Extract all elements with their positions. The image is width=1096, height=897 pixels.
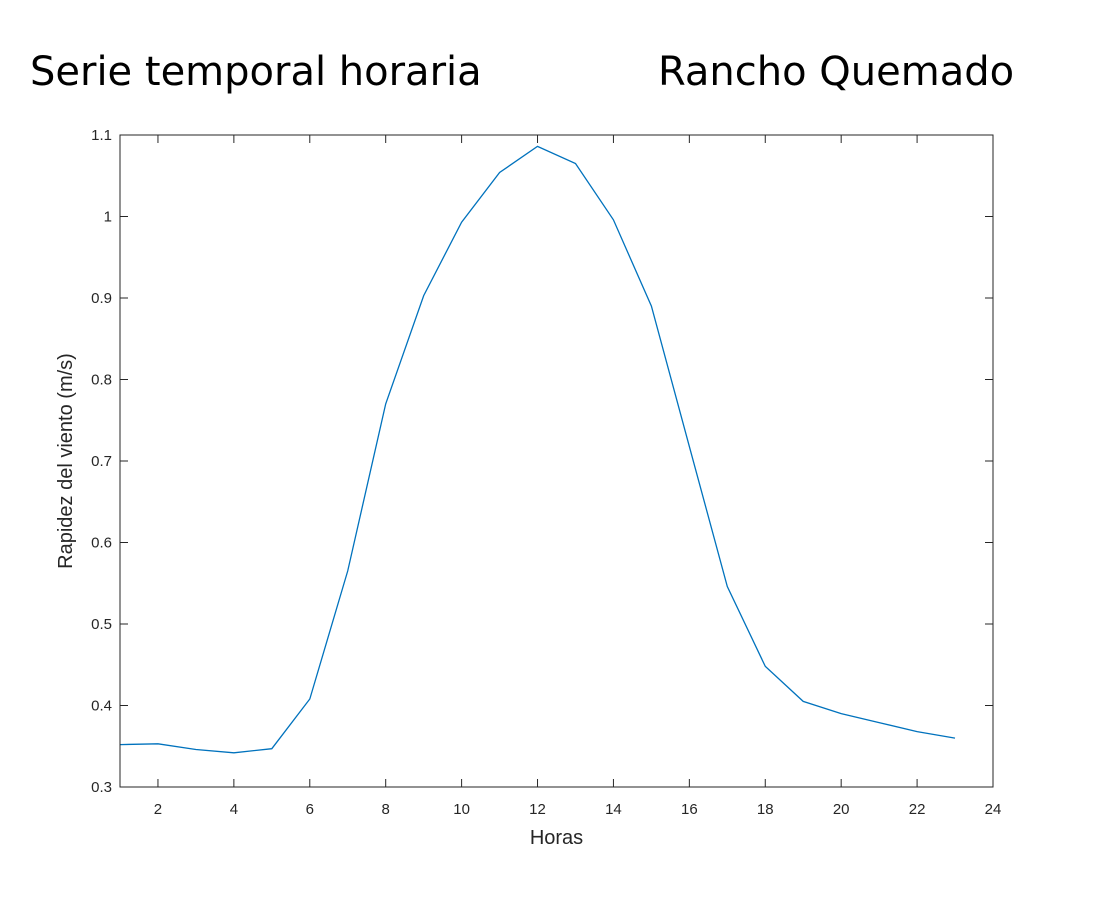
x-tick-label: 12	[529, 801, 546, 818]
x-tick-label: 8	[382, 801, 390, 818]
series-line	[119, 145, 956, 754]
x-tick-label: 18	[757, 801, 774, 818]
plot-area-box	[119, 134, 994, 788]
x-tick-label: 14	[605, 801, 622, 818]
x-tick-label: 24	[985, 801, 1002, 818]
figure-title-left: Serie temporal horaria	[30, 49, 482, 95]
axis-ticks	[120, 134, 994, 788]
y-tick-label: 1	[104, 209, 112, 226]
y-tick-label: 0.3	[91, 779, 112, 796]
x-tick-label: 10	[453, 801, 470, 818]
x-axis-label: Horas	[530, 827, 583, 849]
y-tick-label: 0.6	[91, 535, 112, 552]
y-tick-label: 0.9	[91, 290, 112, 307]
y-tick-label: 1.1	[91, 127, 112, 144]
tick-labels: 2 4 6 8 10 12 14 16 18 20 22 240.30.40.50.60.70.80.…	[91, 127, 1001, 818]
x-tick-label: 2	[154, 801, 162, 818]
figure-title-right: Rancho Quemado	[658, 49, 1015, 95]
y-tick-label: 0.7	[91, 453, 112, 470]
x-tick-label: 22	[909, 801, 926, 818]
x-tick-label: 4	[230, 801, 238, 818]
y-axis-label: Rapidez del viento (m/s)	[55, 353, 77, 569]
y-tick-label: 0.8	[91, 372, 112, 389]
y-tick-label: 0.4	[91, 698, 112, 715]
x-tick-label: 20	[833, 801, 850, 818]
x-tick-label: 16	[681, 801, 698, 818]
x-tick-label: 6	[306, 801, 314, 818]
y-tick-label: 0.5	[91, 616, 112, 633]
